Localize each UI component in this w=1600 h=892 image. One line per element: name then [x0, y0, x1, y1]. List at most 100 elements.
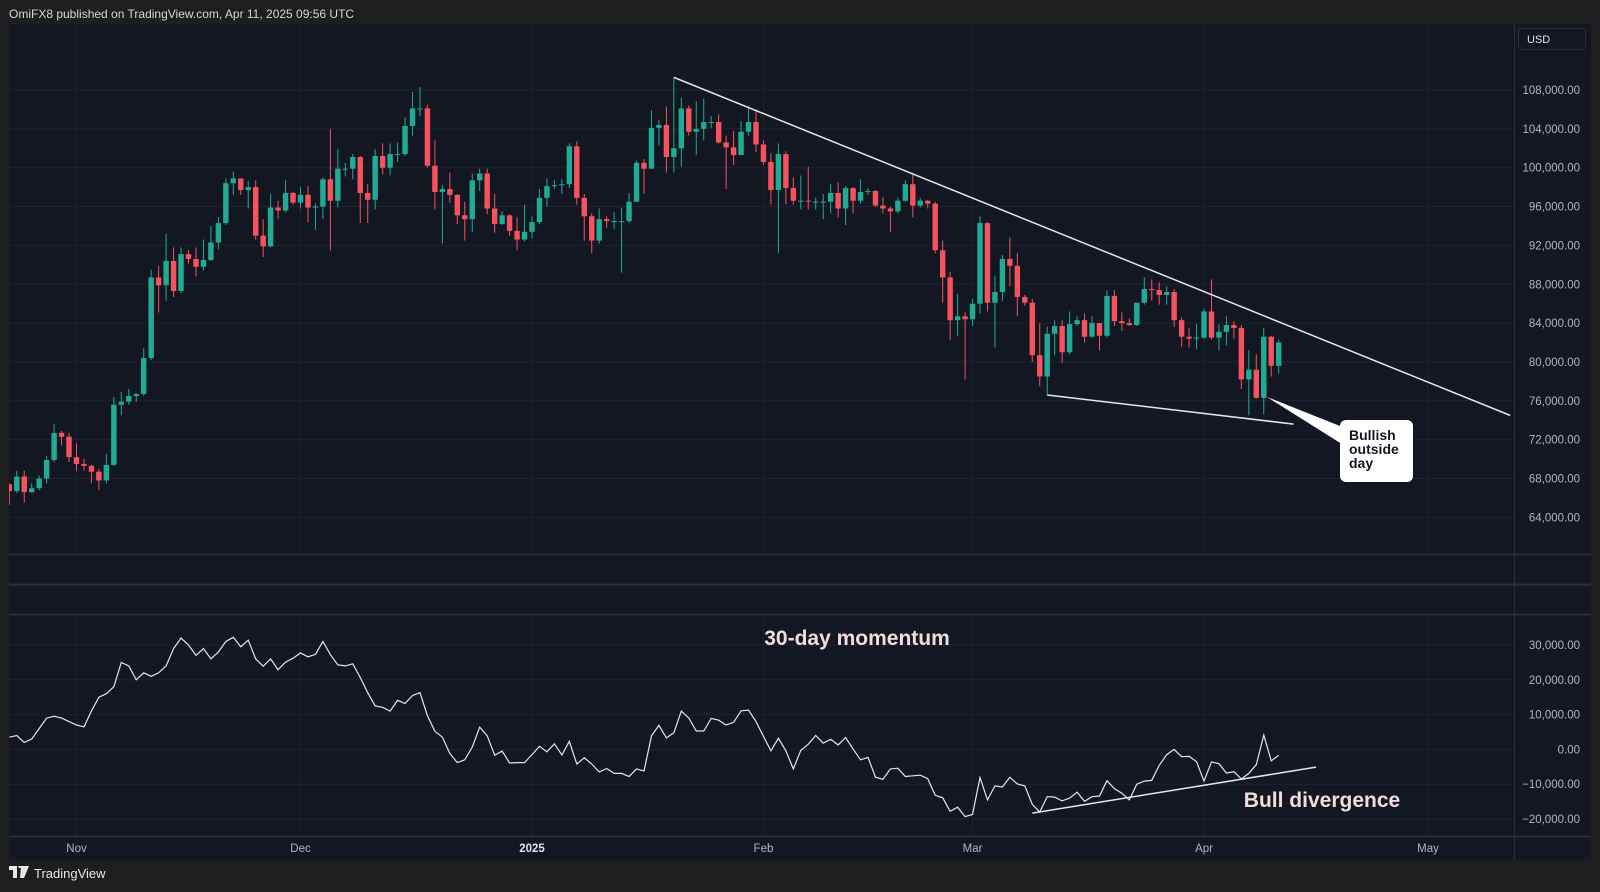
- candle: [581, 193, 587, 241]
- candle-body: [126, 395, 132, 402]
- callout-text: Bullish outside day: [1349, 427, 1399, 471]
- candle-body: [835, 192, 841, 209]
- candle-body: [223, 183, 229, 224]
- trendline-resistance: [673, 76, 1511, 417]
- candle: [185, 250, 192, 264]
- candle-body: [297, 194, 304, 203]
- candle-body: [305, 194, 311, 208]
- candle-body: [275, 207, 281, 211]
- candle: [81, 459, 87, 471]
- candle: [1022, 294, 1028, 306]
- candle: [954, 293, 961, 336]
- candle: [910, 172, 916, 218]
- candle-body: [21, 476, 27, 493]
- price-tick-label: 104,000.00: [1522, 124, 1580, 136]
- candle-body: [58, 432, 65, 437]
- candle-body: [1193, 337, 1200, 339]
- candle: [939, 240, 946, 303]
- candle-body: [1044, 333, 1050, 377]
- candle: [58, 430, 65, 446]
- candle: [230, 171, 237, 195]
- candle: [402, 117, 408, 157]
- candle-body: [529, 222, 535, 232]
- candle: [126, 389, 132, 405]
- candle: [297, 187, 304, 209]
- candle: [521, 204, 528, 242]
- momentum-tick-label: 20,000.00: [1529, 675, 1580, 687]
- candle: [1253, 354, 1259, 399]
- candle-body: [1208, 311, 1215, 338]
- candle-body: [760, 144, 767, 162]
- candle-body: [1007, 258, 1013, 266]
- candle-body: [671, 148, 677, 158]
- candle-body: [163, 260, 169, 286]
- candle: [305, 186, 311, 223]
- candle-body: [379, 156, 386, 168]
- tradingview-brand: TradingView: [34, 866, 106, 881]
- candle-body: [1104, 295, 1110, 336]
- candle: [208, 225, 214, 261]
- candle-body: [193, 258, 199, 267]
- candle: [88, 464, 95, 484]
- trendlines[interactable]: [673, 76, 1511, 814]
- price-axis[interactable]: 64,000.00 68,000.00 72,000.00 76,000.00 80,0…: [1522, 85, 1580, 826]
- candle: [96, 468, 102, 491]
- publisher-caption: OmiFX8 published on TradingView.com, Apr…: [9, 7, 355, 21]
- candle: [895, 197, 901, 214]
- candle: [678, 97, 685, 167]
- candle-body: [1186, 336, 1192, 339]
- price-tick-label: 72,000.00: [1529, 435, 1580, 447]
- candle: [1149, 279, 1155, 301]
- candle-body: [1119, 321, 1125, 324]
- candle: [1104, 290, 1110, 338]
- candle: [820, 193, 826, 220]
- candle: [215, 217, 222, 250]
- candle-body: [43, 460, 50, 479]
- candle-body: [447, 189, 453, 195]
- candle: [223, 178, 229, 226]
- candle-body: [469, 180, 475, 220]
- candle-body: [1022, 296, 1028, 303]
- candle: [648, 110, 655, 169]
- momentum-tick-label: 30,000.00: [1529, 640, 1580, 652]
- candle: [850, 187, 856, 214]
- candle: [484, 168, 490, 215]
- candle-body: [1149, 289, 1155, 291]
- candle: [36, 475, 42, 491]
- candle-body: [857, 191, 864, 201]
- candle: [424, 104, 431, 168]
- time-tick-label: Dec: [290, 843, 311, 855]
- candle-body: [954, 316, 961, 321]
- candle-body: [925, 200, 931, 204]
- candle: [66, 432, 72, 462]
- candle-body: [551, 185, 558, 187]
- candle: [1163, 286, 1170, 305]
- divergence-label: Bull divergence: [1243, 789, 1401, 812]
- candle-body: [506, 215, 513, 231]
- candle: [506, 214, 513, 236]
- candle-body: [641, 162, 647, 169]
- candle-body: [81, 463, 87, 466]
- trendline-support: [1047, 394, 1294, 425]
- tradingview-logo[interactable]: TradingView: [9, 864, 106, 881]
- candle-body: [424, 108, 431, 166]
- currency-button[interactable]: USD: [1518, 28, 1586, 50]
- momentum-line: [9, 636, 1280, 818]
- candle-body: [872, 191, 879, 206]
- candle-body: [611, 221, 617, 223]
- candle: [1193, 324, 1200, 350]
- chart-panel: [9, 24, 1591, 860]
- candle-body: [984, 223, 991, 303]
- candle: [462, 201, 468, 241]
- candle-body: [208, 242, 214, 260]
- candle: [842, 186, 849, 226]
- candle: [1111, 290, 1118, 327]
- candle-body: [1081, 320, 1088, 337]
- candle: [417, 87, 423, 117]
- candle: [730, 130, 737, 165]
- candle: [611, 212, 617, 229]
- time-axis[interactable]: Nov Dec 2025 Feb Mar Apr May: [66, 843, 1439, 855]
- candle-body: [484, 173, 490, 209]
- candle-body: [1059, 326, 1065, 353]
